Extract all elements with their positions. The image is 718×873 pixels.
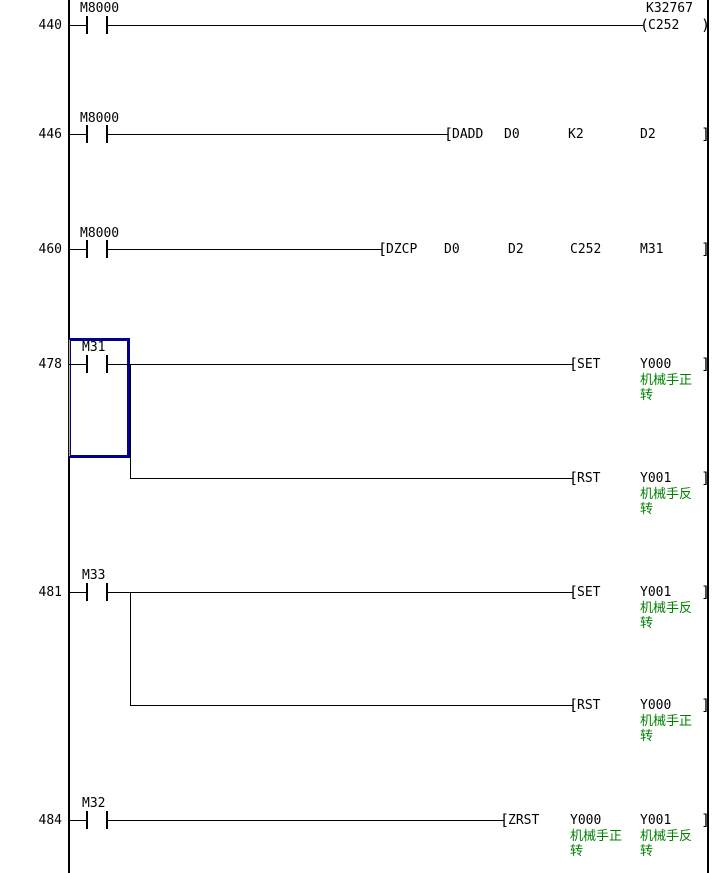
out-device-481-1[interactable]: Y001	[640, 585, 672, 600]
instr-operand-2-446[interactable]: K2	[568, 127, 584, 142]
contact-bar-right	[106, 16, 108, 34]
contact-bar-left	[86, 583, 88, 601]
contact-m8000-446[interactable]	[86, 125, 108, 143]
coil-preset-440: K32767	[646, 1, 693, 16]
contact-label-m8000-446: M8000	[80, 111, 120, 126]
out-close-bracket-478-1: ]	[701, 355, 711, 373]
instr-mnemonic-dzcp[interactable]: DZCP	[386, 242, 418, 257]
contact-bar-right	[106, 240, 108, 258]
instr-close-bracket-484: ]	[701, 811, 711, 829]
out-close-bracket-481-2: ]	[701, 696, 711, 714]
step-number-460: 460	[38, 242, 62, 257]
out-comment-478-2: 机械手反转	[640, 487, 693, 517]
wire-478-c	[130, 478, 573, 479]
instr-operand-1-comment-484: 机械手正转	[570, 829, 623, 859]
instr-operand-4-460[interactable]: M31	[640, 242, 664, 257]
out-device-478-1[interactable]: Y000	[640, 357, 672, 372]
contact-m8000-460[interactable]	[86, 240, 108, 258]
instr-operand-2-460[interactable]: D2	[508, 242, 524, 257]
instr-operand-1-460[interactable]: D0	[444, 242, 460, 257]
coil-open-paren-440: (	[640, 16, 650, 34]
instr-open-bracket-484: [	[500, 811, 510, 829]
contact-bar-right	[106, 811, 108, 829]
instr-operand-3-446[interactable]: D2	[640, 127, 656, 142]
out-mnemonic-rst-481[interactable]: RST	[577, 698, 601, 713]
contact-label-m8000-440: M8000	[80, 1, 120, 16]
wire-484-b	[108, 820, 504, 821]
out-open-bracket-481-2: [	[569, 696, 579, 714]
right-power-rail	[707, 0, 709, 873]
wire-481-c	[130, 705, 573, 706]
instr-close-bracket-460: ]	[701, 240, 711, 258]
out-comment-481-1: 机械手反转	[640, 601, 693, 631]
instr-open-bracket-446: [	[444, 125, 454, 143]
contact-bar-right	[106, 125, 108, 143]
wire-446-a	[68, 134, 86, 135]
out-mnemonic-set-478[interactable]: SET	[577, 357, 601, 372]
coil-device-440[interactable]: C252	[648, 18, 680, 33]
wire-484-a	[68, 820, 86, 821]
branch-vertical-481	[130, 592, 131, 706]
step-number-440: 440	[38, 18, 62, 33]
coil-close-paren-440: )	[701, 16, 711, 34]
wire-478-a	[68, 364, 86, 365]
contact-bar-left	[86, 355, 88, 373]
out-open-bracket-481-1: [	[569, 583, 579, 601]
contact-m31-478[interactable]	[86, 355, 108, 373]
contact-label-m32-484: M32	[82, 796, 106, 811]
contact-label-m31-478: M31	[82, 340, 106, 355]
wire-481-a	[68, 592, 86, 593]
contact-m8000-440[interactable]	[86, 16, 108, 34]
wire-446-b	[108, 134, 448, 135]
contact-bar-left	[86, 125, 88, 143]
contact-label-m8000-460: M8000	[80, 226, 120, 241]
out-mnemonic-set-481[interactable]: SET	[577, 585, 601, 600]
wire-460-a	[68, 249, 86, 250]
contact-m32-484[interactable]	[86, 811, 108, 829]
contact-bar-left	[86, 16, 88, 34]
wire-460-b	[108, 249, 382, 250]
wire-481-b	[108, 592, 573, 593]
branch-vertical-478	[130, 364, 131, 479]
out-close-bracket-478-2: ]	[701, 469, 711, 487]
step-number-481: 481	[38, 585, 62, 600]
instr-operand-1-484[interactable]: Y000	[570, 813, 602, 828]
out-device-481-2[interactable]: Y000	[640, 698, 672, 713]
wire-440-a	[68, 25, 86, 26]
contact-bar-left	[86, 811, 88, 829]
step-number-478: 478	[38, 357, 62, 372]
instr-mnemonic-dadd[interactable]: DADD	[452, 127, 484, 142]
step-number-446: 446	[38, 127, 62, 142]
wire-440-b	[108, 25, 643, 26]
instr-close-bracket-446: ]	[701, 125, 711, 143]
out-open-bracket-478-2: [	[569, 469, 579, 487]
step-number-484: 484	[38, 813, 62, 828]
out-comment-481-2: 机械手正转	[640, 714, 693, 744]
out-open-bracket-478-1: [	[569, 355, 579, 373]
instr-operand-1-446[interactable]: D0	[504, 127, 520, 142]
out-comment-478-1: 机械手正转	[640, 373, 693, 403]
instr-operand-2-comment-484: 机械手反转	[640, 829, 693, 859]
instr-mnemonic-zrst[interactable]: ZRST	[508, 813, 540, 828]
contact-m33-481[interactable]	[86, 583, 108, 601]
out-device-478-2[interactable]: Y001	[640, 471, 672, 486]
contact-label-m33-481: M33	[82, 568, 106, 583]
contact-bar-right	[106, 355, 108, 373]
contact-bar-right	[106, 583, 108, 601]
instr-operand-3-460[interactable]: C252	[570, 242, 602, 257]
out-mnemonic-rst-478[interactable]: RST	[577, 471, 601, 486]
contact-bar-left	[86, 240, 88, 258]
wire-478-b	[108, 364, 573, 365]
instr-open-bracket-460: [	[378, 240, 388, 258]
instr-operand-2-484[interactable]: Y001	[640, 813, 672, 828]
out-close-bracket-481-1: ]	[701, 583, 711, 601]
selection-cursor-accent	[69, 340, 70, 456]
